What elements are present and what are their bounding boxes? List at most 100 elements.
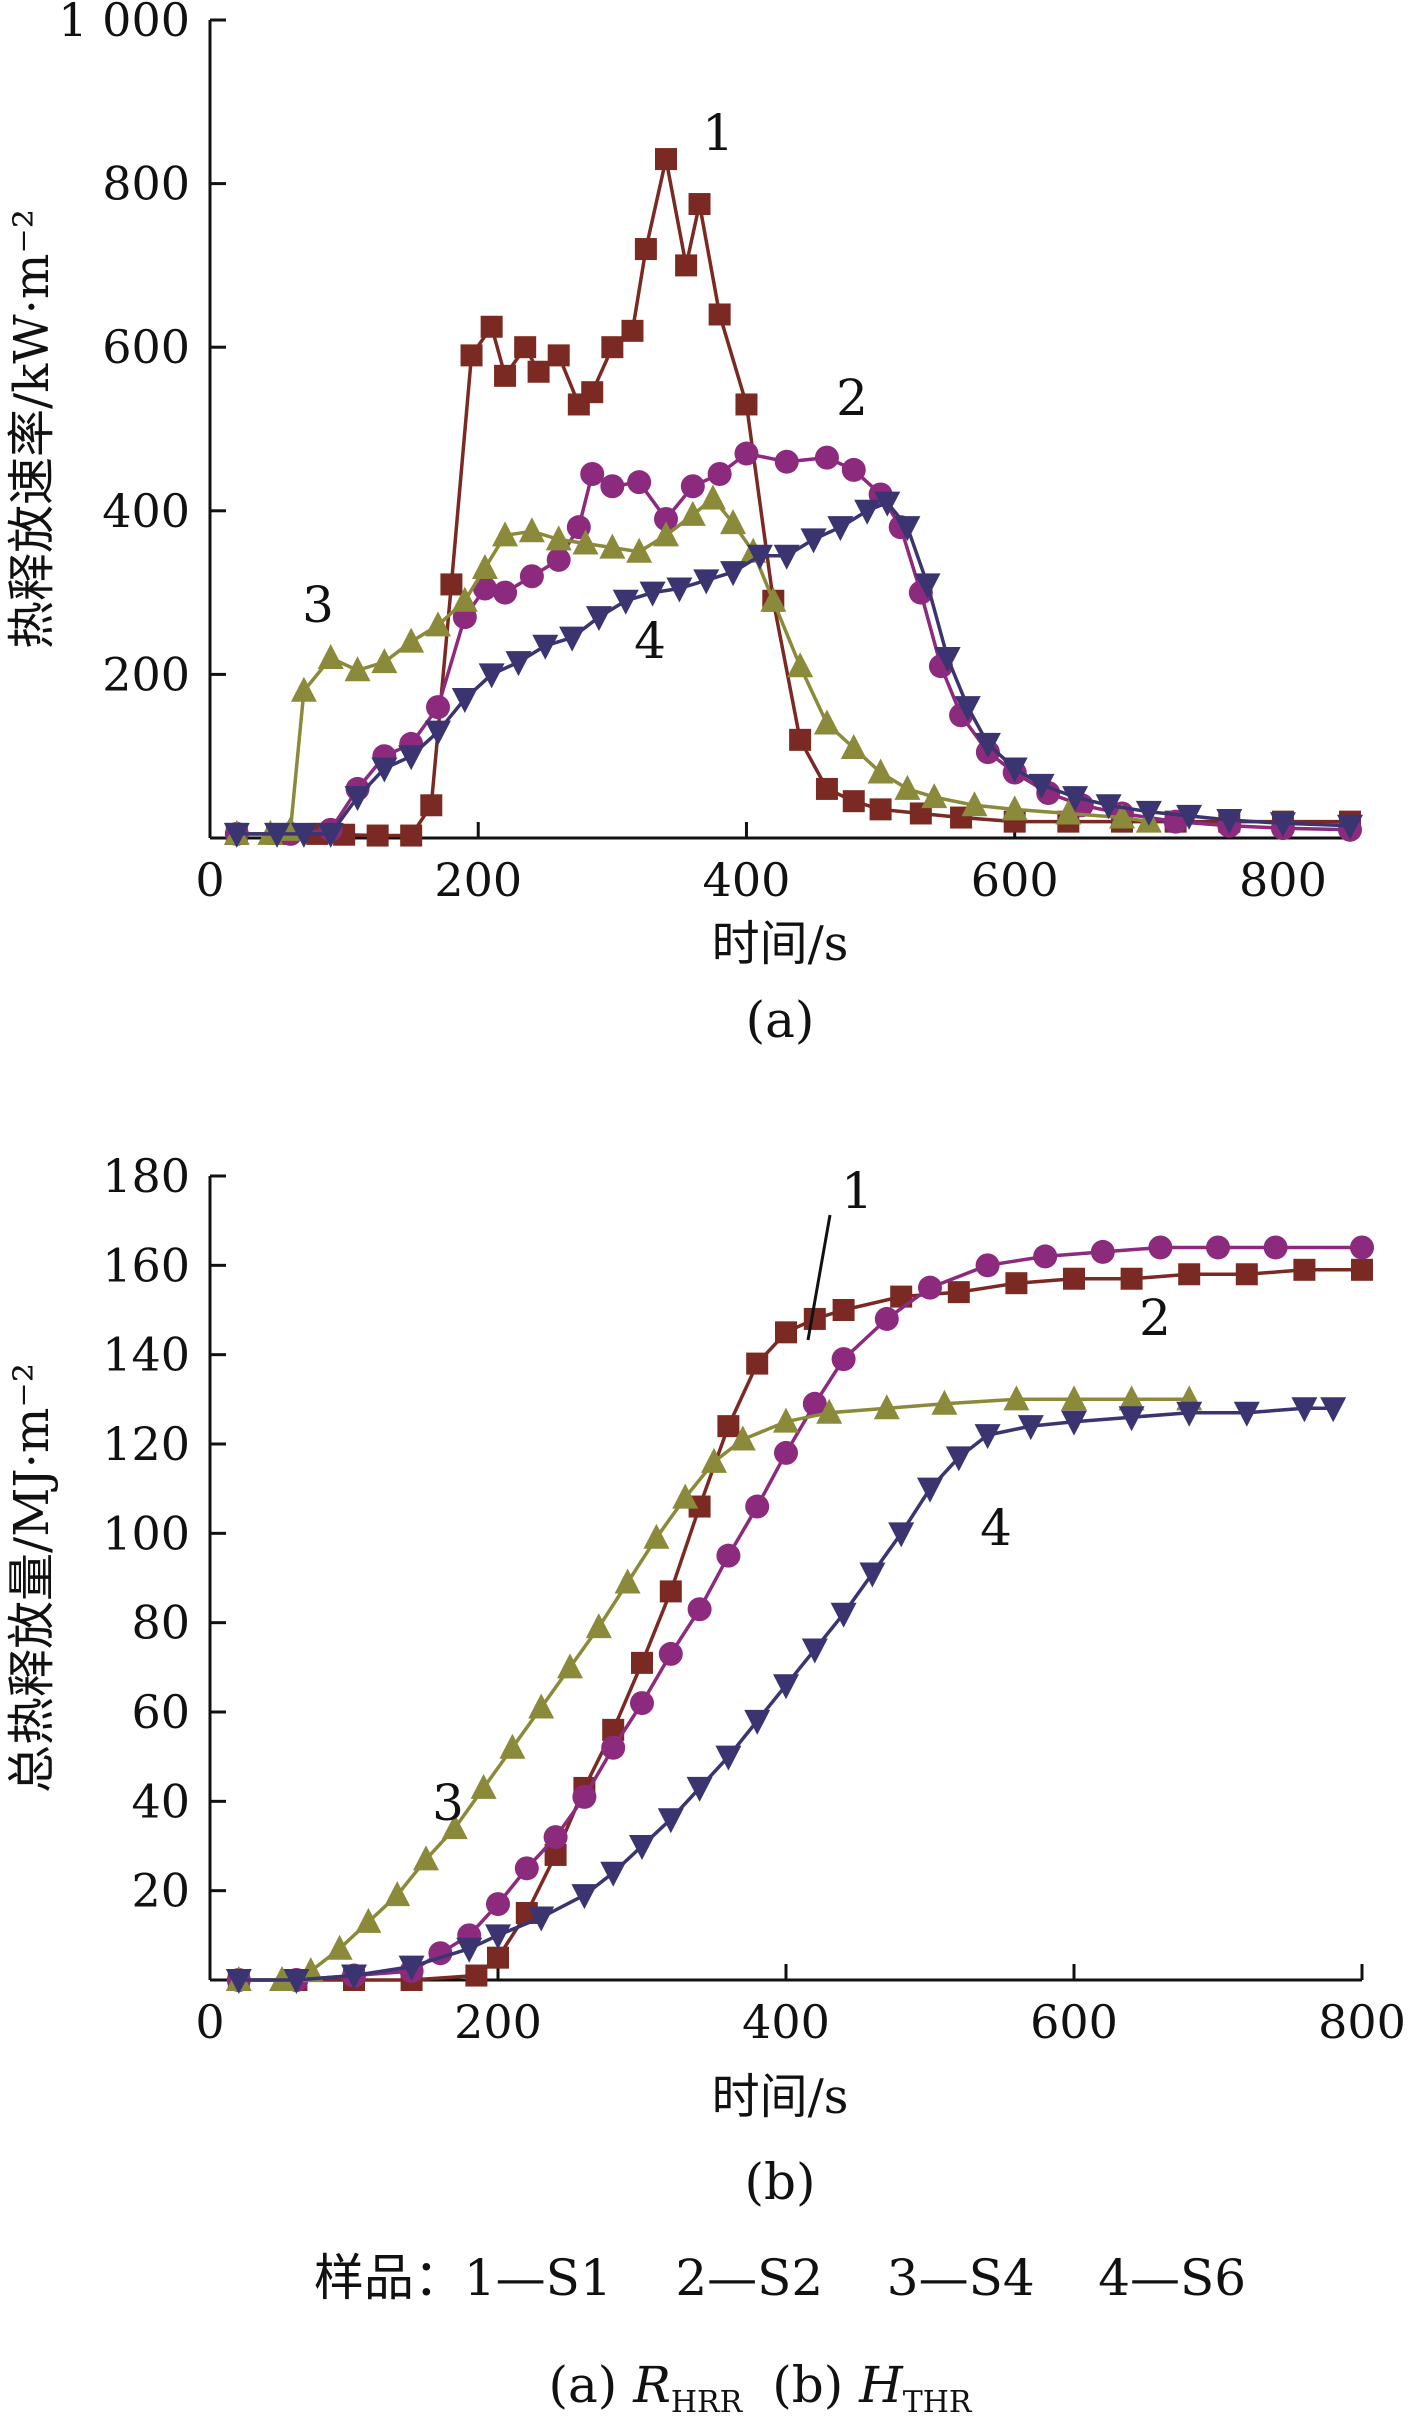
series-1-marker [547,344,570,367]
series-3-marker [585,1613,612,1639]
series-4-marker [715,1745,742,1771]
y-tick-label: 160 [102,1238,190,1292]
series-4-marker [1216,809,1243,835]
series-2-marker [814,445,839,470]
series-2-marker [600,474,625,499]
series-2-marker [1263,1235,1288,1260]
series-2-marker [658,1641,683,1666]
series-2-marker [680,474,705,499]
panel-a: 200 400 600 800 1 000 0 200 400 600 800 1 2 3 4 时间/s… [4,0,1363,1049]
series-1-marker [735,393,758,416]
series-1-marker [634,238,657,261]
series-2-marker [831,1347,856,1372]
series-2-marker [580,461,605,486]
panel-b-label: (b) [744,2153,815,2211]
series-3-marker [867,758,894,784]
series-3-marker [355,1907,382,1933]
series-3-marker [816,1398,843,1424]
series-1-marker [1351,1258,1373,1281]
series-4-marker [485,1924,511,1950]
x-tick-label: 800 [1318,1995,1406,2049]
series-2-marker [707,461,732,486]
series-3-marker [773,1407,799,1433]
series-4-marker [1176,804,1203,830]
series-2-marker [472,576,497,601]
x-tick-label: 400 [742,1995,830,2049]
series-1-marker [659,1580,682,1603]
series-3-marker [931,1389,958,1415]
series-1-marker [480,315,503,338]
series-4-marker [341,1964,367,1990]
y-tick-label: 100 [102,1506,190,1560]
series-1-marker [688,193,711,216]
series-1-line [238,1268,1362,1982]
series-2-marker [975,1253,1000,1278]
series-3-marker [499,1733,526,1759]
series-2-marker [572,1784,597,1809]
series-3-marker [1055,799,1082,825]
series-3-marker [413,1845,439,1871]
y-tick-label: 800 [102,157,190,211]
series-1-marker [1178,1263,1201,1286]
series-2-marker [716,1543,741,1568]
series-4-marker [290,822,317,848]
curve-label-3: 3 [302,576,334,634]
series-2-marker [841,457,866,482]
y-tick-label: 400 [102,484,190,538]
series-4-marker [854,499,881,525]
series-4-marker [744,1709,771,1735]
series-3-line [236,496,1150,836]
x-tick-label: 600 [971,853,1059,907]
series-1-marker [366,824,389,847]
series-4-marker [283,1969,310,1994]
curve-label-4: 4 [980,1499,1012,1557]
series-4-marker [801,1638,828,1664]
series-3-marker [398,627,425,653]
series-4-marker [1095,794,1122,820]
series-2-marker [630,1691,654,1716]
series-3-marker [344,656,371,682]
y-tick-label: 180 [102,1149,190,1203]
x-tick-label: 200 [434,853,522,907]
series-3-marker [557,1653,583,1679]
series-3-marker [614,1568,641,1594]
series-3-marker [701,1447,727,1473]
curve-label-pointer [806,1214,832,1341]
series-3-marker [470,1773,497,1799]
series-3-marker [326,1934,353,1960]
sample-legend: 样品：1—S1 2—S2 3—S4 4—S6 [314,2249,1246,2307]
series-3-marker [653,521,679,547]
panel-b-x-axis-title: 时间/s [712,2069,849,2125]
panel-b: 20 40 60 80 100 120 140 160 180 0 200 400 600 800 1 2 3… [4,1149,1406,2211]
series-3-marker [317,644,344,670]
caption-b-main: H [858,2356,904,2414]
series-2-marker [774,449,799,474]
y-tick-label: 60 [131,1685,190,1739]
series-4-marker [657,1808,684,1834]
series-4-marker [585,606,612,632]
series-4-marker [686,1776,713,1802]
series-2-marker [1148,1235,1173,1260]
series-4-marker [914,573,941,599]
series-3-marker [894,774,921,800]
series-3-marker [720,509,747,535]
series-4-marker [559,626,586,652]
series-3-marker [1001,795,1028,821]
series-4-marker [1320,1397,1347,1423]
series-4-marker [874,491,901,517]
series-2 [224,441,1362,846]
series-4-marker [344,786,371,812]
series-4-marker [917,1477,943,1503]
y-tick-label: 600 [102,320,190,374]
series-4-marker [600,1861,627,1887]
curve-label-1: 1 [702,104,734,162]
series-2-marker [687,1597,712,1622]
x-tick-label: 600 [1030,1995,1118,2049]
series-1 [225,148,1361,847]
panel-b-axes: 20 40 60 80 100 120 140 160 180 0 200 400 600 800 [102,1149,1406,2049]
series-4-marker [1028,773,1055,799]
series-4-marker [1135,800,1162,826]
series-2-marker [493,580,518,605]
series-4-marker [945,1446,972,1472]
